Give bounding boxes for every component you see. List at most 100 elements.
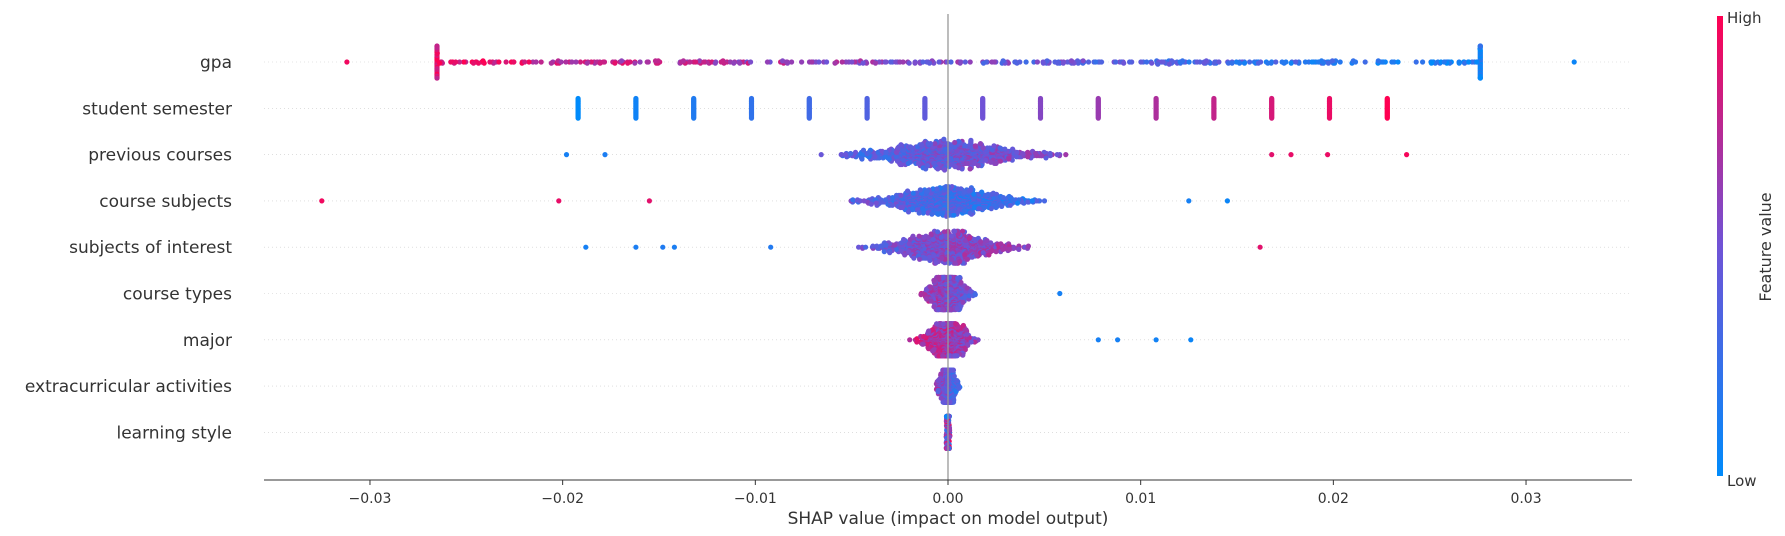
data-point (1037, 115, 1044, 121)
data-point (806, 115, 812, 121)
data-point (644, 59, 650, 65)
data-point (933, 260, 939, 266)
data-point (883, 149, 889, 155)
data-point (1040, 60, 1046, 66)
data-point (1325, 152, 1331, 158)
data-point (1060, 60, 1066, 66)
data-point (972, 292, 978, 298)
data-point (883, 242, 889, 248)
data-point (962, 294, 968, 300)
data-point (873, 200, 879, 206)
data-point (984, 145, 990, 151)
data-point (968, 137, 974, 143)
data-point (1352, 59, 1359, 65)
data-point (935, 211, 941, 217)
data-point (887, 250, 893, 256)
data-point (824, 59, 830, 65)
data-point (434, 75, 440, 81)
data-point (1413, 59, 1419, 65)
data-point (1329, 58, 1335, 64)
data-point (646, 198, 653, 204)
data-point (1014, 200, 1021, 206)
data-point (924, 163, 931, 169)
data-point (1019, 150, 1026, 157)
data-point (1320, 60, 1326, 66)
data-point (1216, 59, 1222, 65)
data-point (918, 142, 925, 148)
data-point (691, 115, 697, 121)
data-point (967, 187, 973, 193)
data-point (893, 154, 899, 160)
data-point (962, 59, 968, 65)
data-point (917, 187, 923, 193)
data-point (731, 60, 737, 66)
data-point (1047, 150, 1053, 157)
data-point (660, 244, 666, 250)
data-point (935, 229, 941, 235)
data-point (1466, 59, 1472, 65)
data-point (1179, 58, 1186, 64)
data-point (1309, 59, 1315, 65)
data-point (993, 249, 999, 255)
data-point (1302, 59, 1308, 65)
data-point (764, 59, 771, 65)
data-point (892, 242, 898, 248)
data-point (924, 296, 930, 302)
data-point (1194, 59, 1200, 65)
data-point (671, 244, 678, 250)
data-point (1014, 149, 1020, 155)
data-point (1121, 60, 1127, 66)
data-point (849, 59, 855, 65)
data-point (872, 60, 879, 66)
data-point (597, 60, 603, 66)
data-point (633, 244, 639, 250)
data-point (868, 201, 874, 207)
data-point (563, 152, 570, 158)
data-point (1229, 60, 1235, 66)
data-point (1017, 59, 1023, 65)
data-point (910, 190, 916, 196)
data-point (976, 206, 982, 212)
data-point (878, 243, 884, 249)
data-point (997, 158, 1004, 164)
data-point (1395, 59, 1401, 65)
data-point (990, 190, 996, 196)
data-point (633, 115, 639, 121)
data-point (480, 58, 486, 64)
data-point (1002, 146, 1008, 152)
data-point (921, 234, 927, 240)
data-point (960, 299, 966, 305)
data-point (1456, 60, 1462, 66)
data-point (1054, 152, 1060, 158)
data-point (952, 164, 958, 170)
data-point (907, 337, 913, 343)
data-point (917, 256, 923, 262)
data-point (958, 186, 964, 192)
data-point (457, 59, 463, 65)
data-point (882, 59, 888, 65)
data-point (1389, 59, 1395, 65)
data-point (863, 244, 869, 250)
data-point (1211, 60, 1217, 66)
data-point (1006, 193, 1012, 200)
data-point (929, 211, 935, 217)
data-point (967, 234, 973, 240)
data-point (1428, 60, 1434, 66)
data-point (952, 228, 958, 234)
data-point (866, 149, 872, 155)
data-point (889, 202, 895, 208)
data-point (984, 238, 990, 244)
data-point (890, 195, 896, 201)
data-point (879, 148, 885, 154)
data-point (934, 186, 940, 192)
data-point (789, 59, 795, 65)
data-point (569, 59, 575, 65)
data-point (1113, 59, 1119, 65)
data-point (964, 256, 971, 262)
data-point (912, 60, 918, 66)
data-point (962, 143, 968, 149)
data-point (957, 258, 963, 265)
data-point (838, 152, 844, 158)
data-point (961, 208, 967, 214)
data-point (924, 188, 930, 194)
